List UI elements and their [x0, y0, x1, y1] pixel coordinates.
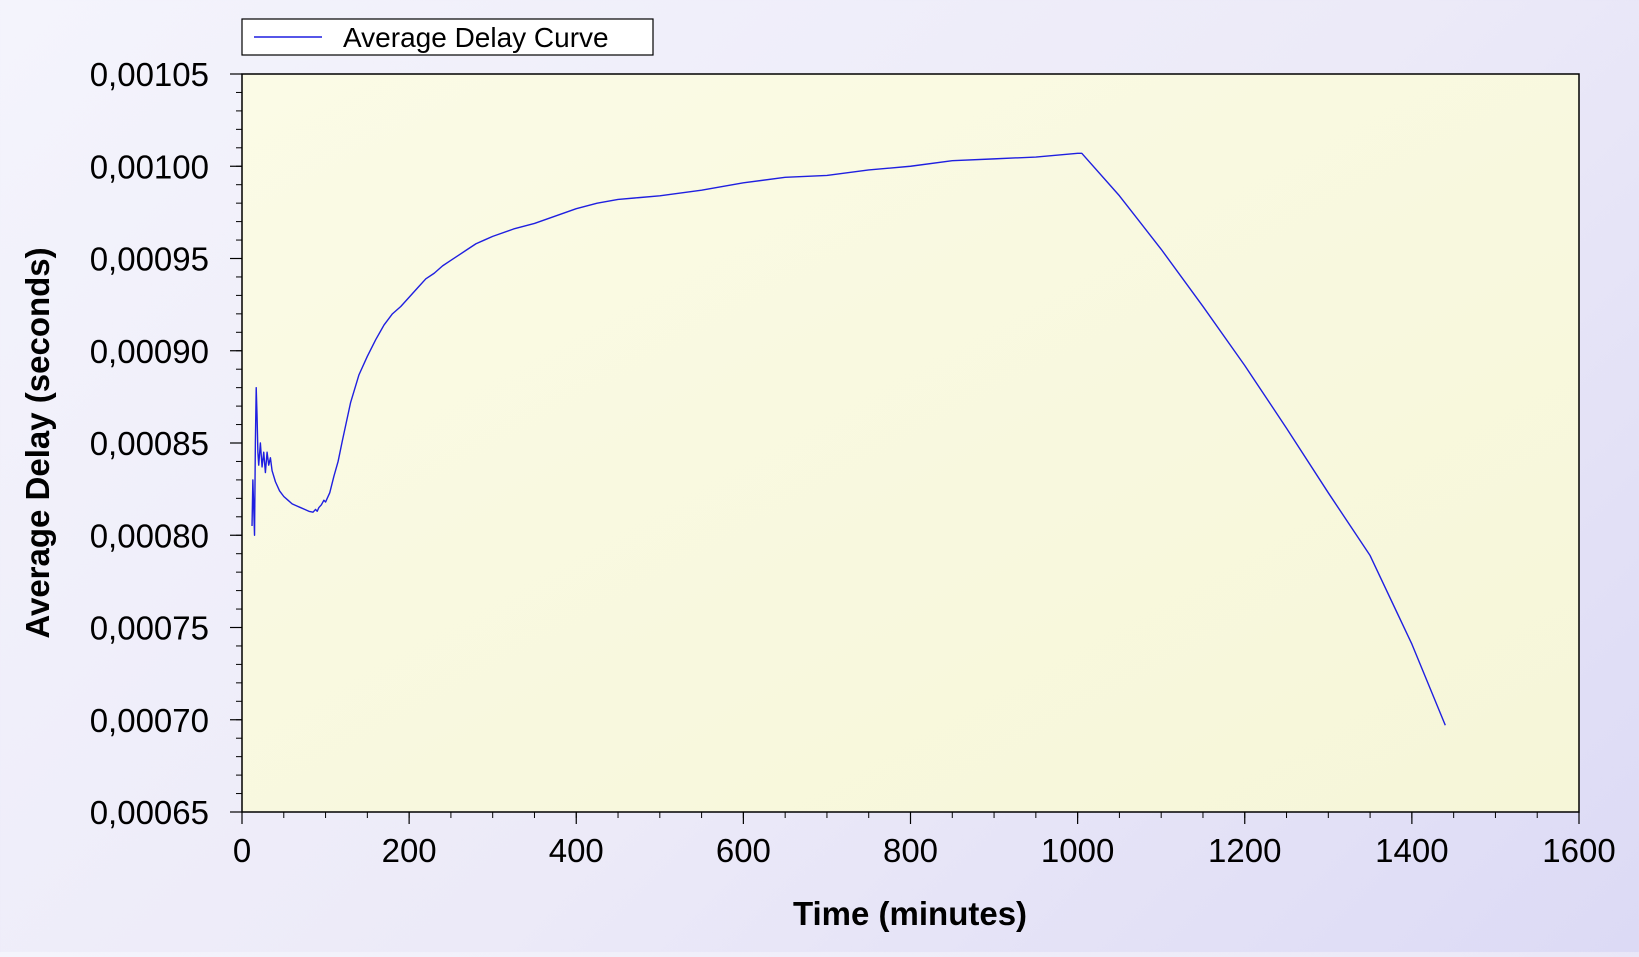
plot-frame: [241, 73, 1580, 813]
y-tick-labels: 0,00065 0,00070 0,00075 0,00080 0,00085 0,000…: [90, 56, 209, 831]
x-tick-label: 0: [233, 832, 251, 869]
series-layer: [251, 152, 1446, 726]
x-tick-label: 1600: [1542, 832, 1615, 869]
y-tick-label: 0,00085: [90, 425, 209, 462]
x-tick-label: 600: [716, 832, 771, 869]
y-tick-label: 0,00065: [90, 794, 209, 831]
x-tick-label: 1400: [1375, 832, 1448, 869]
legend: Average Delay Curve: [241, 18, 654, 56]
y-tick-label: 0,00090: [90, 333, 209, 370]
y-tick-label: 0,00080: [90, 517, 209, 554]
y-axis-title: Average Delay (seconds): [19, 247, 56, 638]
x-tick-label: 1200: [1208, 832, 1281, 869]
major-ticks: [230, 73, 1580, 824]
y-tick-label: 0,00075: [90, 610, 209, 647]
y-tick-label: 0,00100: [90, 148, 209, 185]
x-tick-label: 200: [382, 832, 437, 869]
plot-area: [242, 74, 1579, 812]
x-tick-label: 1000: [1041, 832, 1114, 869]
x-tick-labels: 0 200 400 600 800 1000 1200 1400 1600: [233, 832, 1616, 869]
x-tick-label: 800: [883, 832, 938, 869]
y-tick-label: 0,00105: [90, 56, 209, 93]
legend-label: Average Delay Curve: [343, 22, 609, 53]
x-tick-label: 400: [549, 832, 604, 869]
y-tick-label: 0,00070: [90, 702, 209, 739]
x-axis-title: Time (minutes): [793, 895, 1027, 932]
y-tick-label: 0,00095: [90, 241, 209, 278]
series-line-average-delay: [251, 152, 1446, 726]
